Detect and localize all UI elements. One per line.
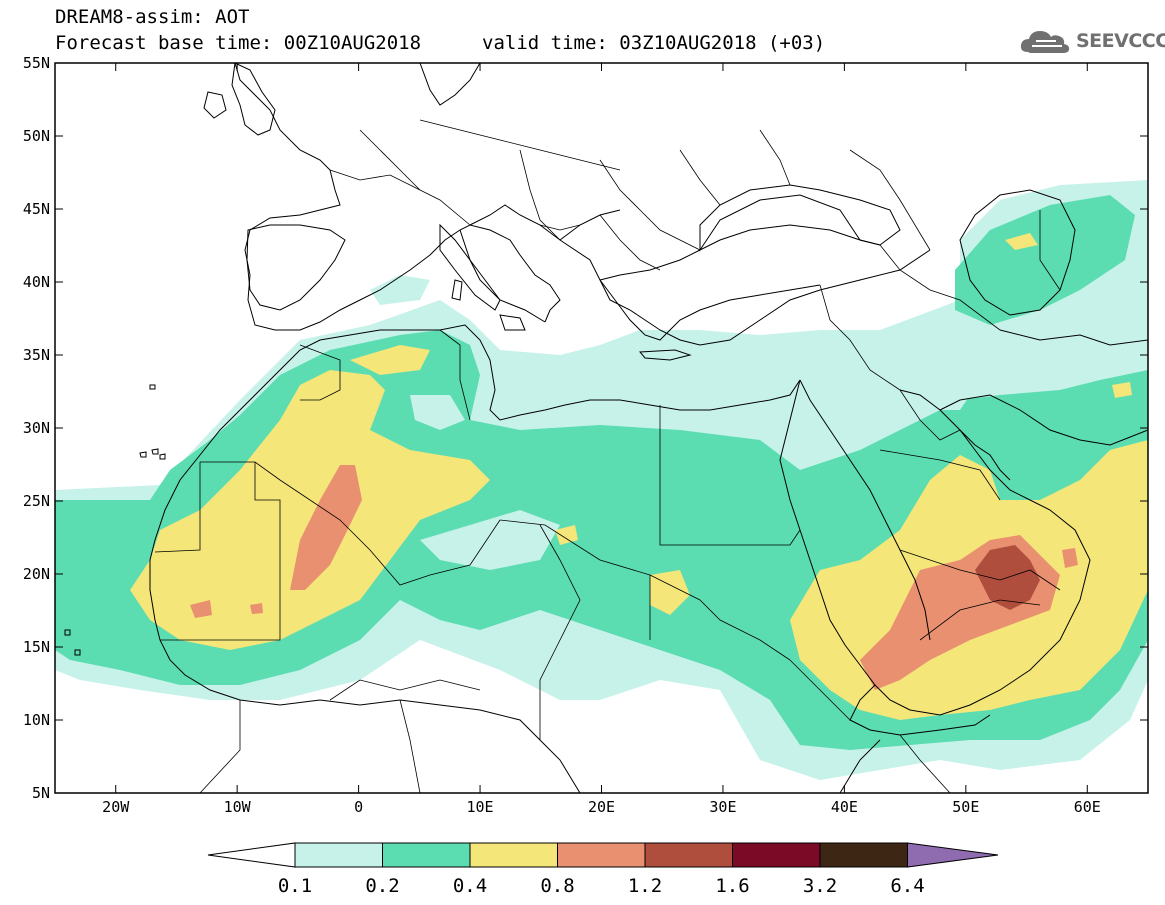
colorbar: 0.1 0.2 0.4 0.8 1.2 1.6 3.2 6.4 [207,842,999,897]
colorbar-swatch [732,842,821,868]
lat-tick-label: 35N [23,346,50,364]
lat-tick-label: 15N [23,638,50,656]
colorbar-label: 3.2 [803,875,837,897]
colorbar-label: 1.6 [715,875,749,897]
country-borders [154,119,1061,793]
lat-tick-label: 50N [23,127,50,145]
colorbar-label: 1.2 [628,875,662,897]
lon-tick-label: 50E [952,798,979,816]
lat-tick-label: 20N [23,565,50,583]
lat-tick-label: 10N [23,711,50,729]
coastlines [64,63,1148,793]
colorbar-swatch [557,842,646,868]
lon-tick-label: 30E [709,798,736,816]
colorbar-label: 0.2 [365,875,399,897]
colorbar-label: 6.4 [890,875,924,897]
lat-tick-label: 40N [23,273,50,291]
lon-tick-label: 20E [588,798,615,816]
aot-band-0.1-inner [410,355,980,570]
cloud-icon [1020,31,1070,53]
lat-tick-label: 55N [23,54,50,72]
lat-tick-label: 25N [23,492,50,510]
longitude-axis: 20W 10W 0 10E 20E 30E 40E 50E 60E [102,63,1101,816]
colorbar-max-triangle [907,842,999,868]
colorbar-swatch [469,842,558,868]
valid-time: valid time: 03Z10AUG2018 (+03) [482,32,826,54]
forecast-base-time: Forecast base time: 00Z10AUG2018 [55,32,422,54]
lat-tick-label: 45N [23,200,50,218]
aot-shading [55,180,1148,780]
seevccc-logo: SEEVCCC [1018,26,1165,58]
logo-text: SEEVCCC [1076,30,1165,52]
colorbar-swatch [644,842,733,868]
colorbar-min-triangle [207,842,296,868]
lon-tick-label: 20W [102,798,130,816]
colorbar-label: 0.8 [540,875,574,897]
lon-tick-label: 60E [1074,798,1101,816]
lon-tick-label: 0 [354,798,363,816]
colorbar-swatch [294,842,383,868]
colorbar-label: 0.1 [278,875,312,897]
colorbar-swatch [819,842,908,868]
lat-tick-label: 30N [23,419,50,437]
lon-tick-label: 40E [831,798,858,816]
lon-tick-label: 10W [224,798,252,816]
lat-tick-label: 5N [32,784,50,802]
colorbar-swatch [382,842,471,868]
colorbar-label: 0.4 [453,875,487,897]
product-title: DREAM8-assim: AOT [55,6,250,28]
lon-tick-label: 10E [467,798,494,816]
latitude-axis: 55N 50N 45N 40N 35N 30N 25N 20N 15N 10N 5N [23,54,1148,802]
